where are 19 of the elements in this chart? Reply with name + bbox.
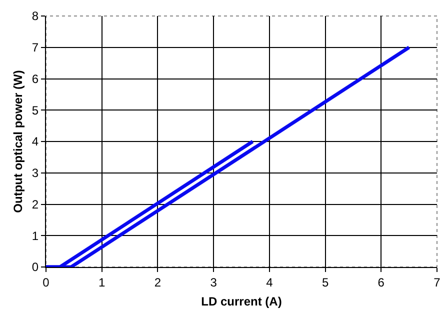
y-tick-label: 7 bbox=[32, 40, 39, 55]
y-tick-label: 6 bbox=[32, 72, 39, 86]
x-tick-label: 1 bbox=[98, 275, 106, 290]
x-tick-label: 4 bbox=[266, 275, 274, 290]
x-tick-label: 2 bbox=[154, 275, 162, 290]
y-tick-label: 4 bbox=[32, 134, 39, 149]
x-tick-label: 0 bbox=[42, 275, 50, 290]
x-tick-label: 5 bbox=[322, 275, 329, 290]
y-tick-label: 2 bbox=[32, 197, 39, 212]
x-tick-label: 7 bbox=[434, 275, 441, 290]
x-tick-label: 6 bbox=[378, 275, 385, 290]
y-tick-label: 0 bbox=[32, 260, 39, 274]
y-tick-label: 3 bbox=[32, 166, 39, 180]
y-axis-title: Output optical power (W) bbox=[11, 70, 26, 213]
y-tick-label: 5 bbox=[32, 103, 39, 118]
x-tick-label: 3 bbox=[210, 275, 218, 290]
x-axis-title: LD current (A) bbox=[201, 294, 282, 308]
y-tick-label: 8 bbox=[32, 9, 39, 24]
y-tick-label: 1 bbox=[32, 228, 39, 243]
